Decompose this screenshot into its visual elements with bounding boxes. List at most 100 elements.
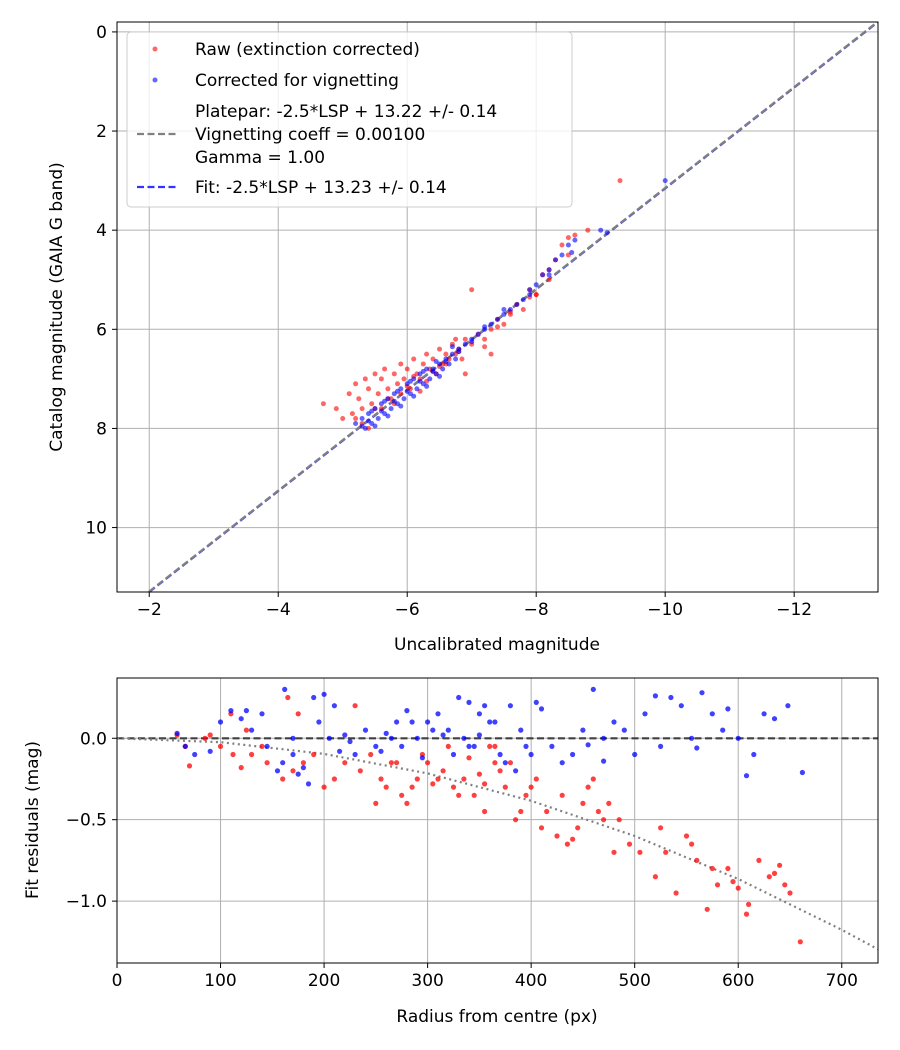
top-corrected-point: [382, 398, 388, 404]
top-corrected-point: [533, 282, 539, 288]
bottom-corrected-point: [642, 711, 648, 717]
top-corrected-point: [404, 388, 410, 394]
bottom-raw-point: [714, 882, 721, 888]
bottom-raw-point: [507, 760, 513, 766]
top-corrected-point: [433, 359, 439, 364]
bottom-corrected-point: [305, 781, 312, 787]
top-y-tick-label: 10: [85, 519, 107, 539]
bottom-raw-point: [285, 694, 291, 701]
bottom-raw-point: [290, 768, 296, 774]
bottom-raw-point: [570, 836, 576, 842]
top-raw-point: [362, 376, 368, 382]
bottom-corrected-point: [487, 719, 493, 725]
bottom-raw-point: [399, 792, 405, 798]
bottom-corrected-point: [601, 735, 607, 741]
top-raw-point: [320, 401, 326, 407]
bottom-corrected-point: [174, 730, 180, 737]
top-raw-point: [398, 361, 404, 367]
bottom-x-tick-label: 700: [826, 971, 858, 991]
legend-fit-label: Fit: -2.5*LSP + 13.23 +/- 0.14: [195, 178, 447, 198]
bottom-raw-point: [492, 743, 498, 750]
bottom-raw-point: [743, 911, 750, 917]
top-y-tick-label: 4: [96, 221, 107, 241]
bottom-corrected-point: [352, 751, 358, 758]
top-corrected-point: [546, 267, 552, 273]
bottom-raw-point: [658, 825, 664, 831]
bottom-corrected-point: [538, 706, 545, 712]
bottom-x-tick-label: 500: [618, 971, 650, 991]
bottom-corrected-point: [461, 735, 467, 741]
bottom-corrected-point: [492, 719, 498, 725]
bottom-corrected-point: [709, 711, 715, 717]
bottom-corrected-point: [378, 748, 384, 754]
bottom-corrected-point: [311, 694, 317, 701]
top-corrected-point: [501, 307, 507, 312]
bottom-raw-point: [782, 882, 788, 888]
top-y-tick-label: 0: [96, 23, 107, 43]
bottom-raw-point: [243, 727, 249, 733]
bottom-raw-point: [331, 776, 337, 782]
bottom-raw-point: [280, 776, 286, 782]
bottom-raw-point: [709, 865, 715, 872]
bottom-raw-point: [564, 841, 571, 847]
bottom-corrected-point: [476, 732, 482, 738]
top-fit-lines: [148, 22, 878, 592]
bottom-raw-point: [487, 743, 493, 750]
top-corrected-point: [430, 368, 436, 374]
bottom-raw-point: [704, 906, 710, 912]
bottom-raw-point: [264, 760, 270, 766]
bottom-raw-point: [528, 784, 534, 790]
top-corrected-point: [372, 423, 378, 429]
top-raw-point: [356, 396, 362, 402]
legend-platepar-line-2: Vignetting coeff = 0.00100: [195, 125, 425, 145]
bottom-raw-point: [544, 808, 550, 815]
top-corrected-point: [527, 287, 533, 293]
top-corrected-point: [427, 376, 433, 382]
bottom-corrected-point: [533, 699, 539, 706]
top-corrected-point: [359, 416, 365, 421]
top-ticks: −2 −4 −6 −8 −10 −12 0 2 4 6 8 10: [85, 23, 812, 620]
bottom-raw-point: [797, 939, 803, 945]
bottom-corrected-point: [466, 699, 472, 706]
top-corrected-point: [420, 368, 426, 374]
bottom-raw-point: [321, 784, 327, 790]
bottom-corrected-point: [347, 738, 353, 745]
top-corrected-point: [488, 321, 494, 327]
bottom-corrected-point: [290, 751, 296, 758]
top-scatter-points: [320, 178, 668, 431]
bottom-raw-point: [378, 776, 384, 782]
bottom-corrected-point: [192, 751, 198, 758]
bottom-reference-lines: [117, 737, 878, 951]
bottom-raw-point: [497, 768, 503, 774]
bottom-corrected-point: [326, 735, 332, 741]
top-x-axis-label: Uncalibrated magnitude: [394, 635, 600, 655]
top-plot-panel: −2 −4 −6 −8 −10 −12 0 2 4 6 8 10 Uncalibrated magni…: [47, 21, 879, 655]
top-corrected-point: [359, 423, 365, 429]
bottom-corrected-point: [580, 727, 586, 733]
bottom-corrected-point: [751, 751, 757, 758]
bottom-corrected-point: [678, 703, 684, 709]
top-corrected-point: [385, 413, 391, 419]
top-corrected-point: [449, 351, 455, 357]
bottom-raw-point: [523, 792, 529, 798]
top-x-tick-label: −10: [647, 600, 683, 620]
bottom-raw-point: [616, 817, 622, 823]
top-x-tick-label: −8: [524, 600, 549, 620]
bottom-y-tick-label: −1.0: [66, 892, 107, 912]
top-corrected-point: [366, 418, 371, 424]
bottom-corrected-point: [689, 735, 695, 741]
bottom-raw-point: [611, 849, 617, 855]
top-corrected-point: [417, 378, 423, 384]
bottom-corrected-point: [699, 690, 705, 696]
top-corrected-point: [475, 331, 481, 337]
top-corrected-point: [559, 252, 565, 258]
bottom-raw-point: [771, 870, 778, 877]
bottom-corrected-point: [217, 719, 224, 725]
bottom-corrected-point: [331, 703, 337, 709]
bottom-corrected-point: [419, 755, 425, 761]
top-raw-point: [424, 351, 430, 357]
top-raw-point: [353, 381, 359, 387]
bottom-raw-point: [735, 885, 741, 891]
top-raw-point: [378, 376, 384, 382]
bottom-corrected-point: [632, 751, 638, 758]
